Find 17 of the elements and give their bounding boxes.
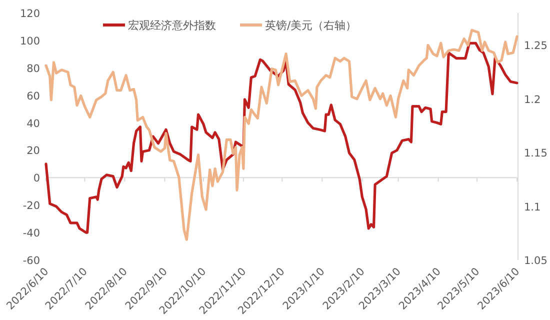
y-tick-label: 120 bbox=[20, 8, 40, 20]
y2-tick-label: 1.15 bbox=[524, 148, 548, 160]
y-tick-label: 0 bbox=[33, 172, 40, 185]
y-tick-label: -40 bbox=[22, 228, 40, 240]
legend-label: 宏观经济意外指数 bbox=[128, 19, 216, 32]
y-tick-label: -60 bbox=[22, 255, 40, 267]
y2-tick-label: 1.1 bbox=[524, 201, 541, 214]
y-tick-label: 60 bbox=[26, 90, 40, 102]
y-tick-label: 100 bbox=[20, 35, 40, 48]
legend-label: 英镑/美元（右轴） bbox=[265, 19, 357, 32]
y2-tick-label: 1.05 bbox=[524, 255, 548, 267]
y-tick-label: 80 bbox=[26, 62, 40, 75]
y2-tick-label: 1.25 bbox=[524, 40, 548, 52]
y-tick-label: 20 bbox=[26, 145, 40, 158]
y-tick-label: -20 bbox=[22, 200, 40, 212]
y-tick-label: 40 bbox=[26, 118, 40, 130]
y2-tick-label: 1.2 bbox=[524, 94, 541, 106]
